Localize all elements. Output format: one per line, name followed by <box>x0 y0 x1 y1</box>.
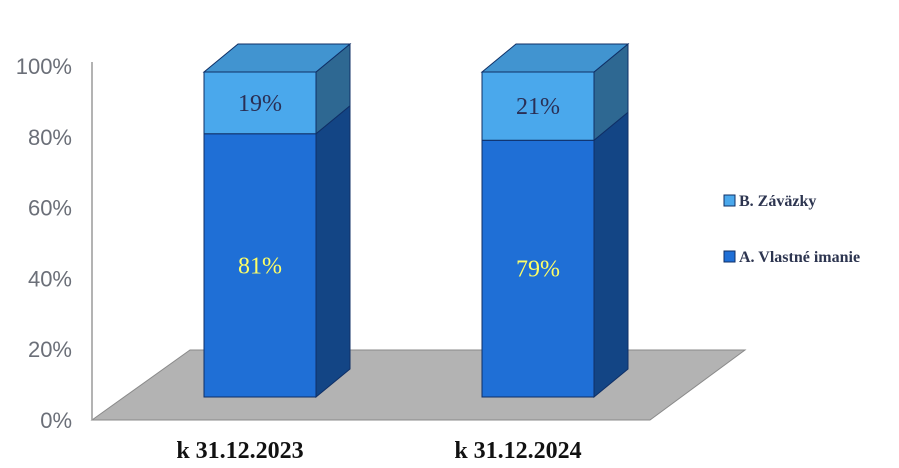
legend-label: B. Záväzky <box>739 193 816 210</box>
category-labels: k 31.12.2023 k 31.12.2024 <box>176 438 581 464</box>
bar-segment: 79% <box>481 111 629 399</box>
legend-label: A. Vlastné imanie <box>739 249 860 266</box>
y-tick-label: 40% <box>28 266 72 291</box>
legend: B. Záväzky A. Vlastné imanie <box>723 193 860 266</box>
y-tick-label: 80% <box>28 125 72 150</box>
category-label: k 31.12.2024 <box>454 438 581 464</box>
bar-side <box>593 111 629 399</box>
bar-side <box>315 104 351 399</box>
bar-top <box>480 43 630 73</box>
legend-swatch <box>723 250 736 263</box>
category-label: k 31.12.2023 <box>176 438 303 464</box>
bar-segment: 19% <box>202 42 352 135</box>
y-tick-label: 60% <box>28 196 72 221</box>
bar-value-label: 21% <box>516 94 560 120</box>
bar-value-label: 19% <box>238 91 282 117</box>
legend-item: A. Vlastné imanie <box>723 249 860 266</box>
bar-front <box>481 139 595 398</box>
bar-front <box>481 71 595 141</box>
y-tick-label: 100% <box>16 54 72 79</box>
bar-front <box>203 133 317 398</box>
bar-value-label: 79% <box>516 257 560 283</box>
legend-item: B. Záväzky <box>723 193 816 210</box>
y-tick-label: 20% <box>28 337 72 362</box>
bar-top <box>202 43 352 73</box>
y-tick-labels: 0% 20% 40% 60% 80% 100% <box>16 54 72 433</box>
y-tick-label: 0% <box>40 408 72 433</box>
legend-swatch <box>723 194 736 207</box>
bar-front <box>203 71 317 135</box>
bar-segment: 21% <box>480 42 630 142</box>
bar-value-label: 81% <box>238 253 282 279</box>
chart-floor <box>90 349 747 421</box>
bar-segment: 81% <box>203 104 351 399</box>
bars: 81% 19% 79% 21% <box>202 42 630 399</box>
axis-layer <box>90 62 747 421</box>
